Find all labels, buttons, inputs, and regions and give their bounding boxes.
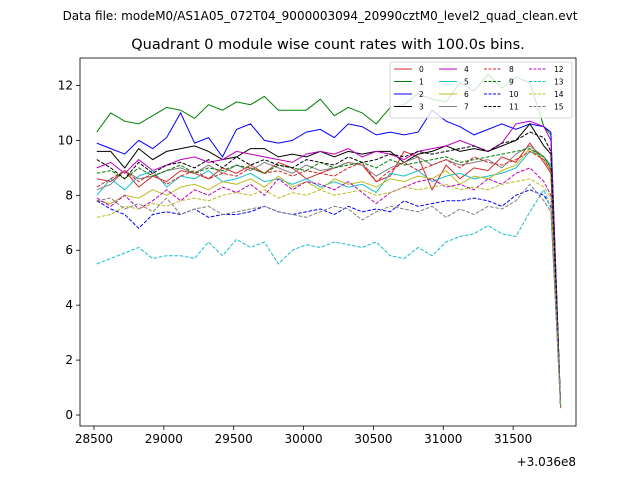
x-tick-label: 28500: [75, 432, 113, 446]
legend-label-5: 5: [464, 78, 469, 87]
x-tick-label: 31500: [494, 432, 532, 446]
legend-label-2: 2: [419, 90, 424, 99]
y-tick-label: 12: [58, 78, 73, 92]
series-line-11: [96, 131, 562, 407]
x-tick-label: 30500: [354, 432, 392, 446]
legend-label-11: 11: [509, 103, 519, 112]
legend-label-9: 9: [509, 78, 514, 87]
plot-frame: [79, 57, 577, 427]
x-tick-label: 29500: [215, 432, 253, 446]
chart-title: Quadrant 0 module wise count rates with …: [131, 37, 525, 53]
series-line-12: [96, 167, 562, 407]
legend-label-6: 6: [464, 90, 469, 99]
series-line-14: [96, 178, 562, 407]
series-line-10: [96, 189, 562, 407]
legend-label-12: 12: [554, 65, 564, 74]
series-line-13: [96, 188, 562, 407]
axis-ticks: 28500 29000 29500 30000 30500 31000 31500 0 2 4 6 8…: [58, 78, 533, 446]
figure-suptitle: Data file: modeM0/AS1A05_072T04_90000030…: [63, 9, 578, 23]
legend-label-4: 4: [464, 65, 469, 74]
x-tick-label: 31000: [424, 432, 462, 446]
y-tick-label: 8: [65, 188, 73, 202]
legend-label-15: 15: [554, 103, 564, 112]
series-line-2: [96, 109, 562, 406]
legend-label-7: 7: [464, 103, 469, 112]
legend-box: [389, 61, 573, 119]
series-line-8: [96, 150, 562, 407]
legend-label-14: 14: [554, 90, 564, 99]
legend-label-8: 8: [509, 65, 514, 74]
legend-label-10: 10: [509, 90, 519, 99]
y-tick-label: 0: [65, 408, 73, 422]
series-line-9: [96, 148, 562, 407]
series-line-1: [96, 73, 562, 407]
x-tick-label: 29000: [145, 432, 183, 446]
series-line-7: [96, 145, 562, 407]
series-line-15: [96, 183, 562, 407]
series-line-3: [96, 123, 562, 407]
series-line-5: [96, 150, 562, 407]
y-tick-label: 2: [65, 353, 73, 367]
legend-label-0: 0: [419, 65, 424, 74]
y-tick-label: 6: [65, 243, 73, 257]
legend-label-13: 13: [554, 78, 564, 87]
y-tick-label: 10: [58, 133, 73, 147]
series-layer: [96, 73, 562, 409]
y-tick-label: 4: [65, 298, 73, 312]
legend-label-1: 1: [419, 78, 424, 87]
x-tick-label: 30000: [284, 432, 322, 446]
series-line-6: [96, 147, 562, 407]
x-offset-label: +3.036e8: [517, 455, 576, 469]
legend-label-3: 3: [419, 103, 424, 112]
